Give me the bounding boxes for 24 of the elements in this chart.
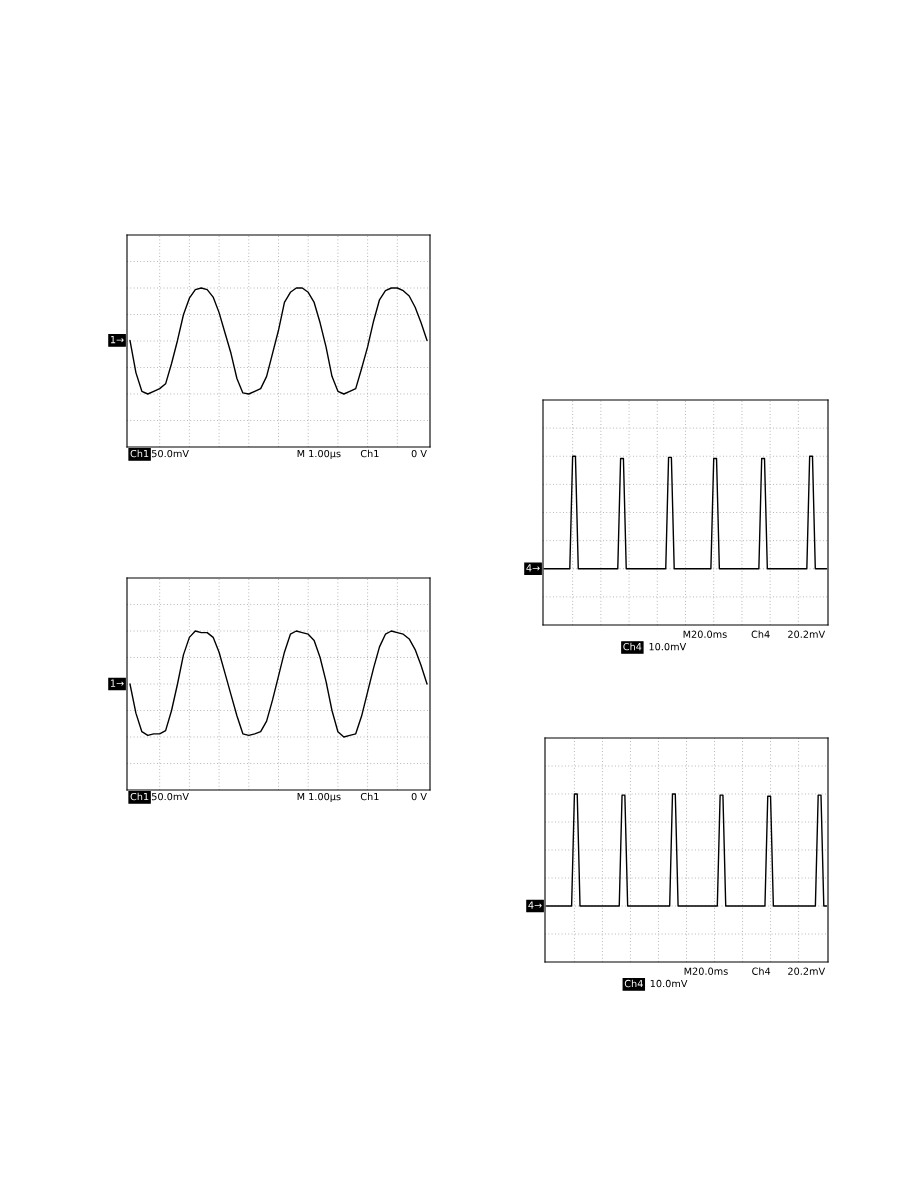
annotation: 4→ — [528, 901, 542, 909]
text: 0 V — [411, 792, 427, 801]
text: 10.0mV — [649, 642, 687, 651]
text: 50.0mV — [151, 792, 189, 801]
annotation: 4→ — [526, 564, 540, 572]
text: Ch1 — [360, 449, 379, 458]
text: 50.0mV — [151, 449, 189, 458]
annotation: 1→ — [110, 679, 124, 687]
text: Ch4 — [751, 630, 770, 638]
text: 20.2mV — [788, 967, 826, 975]
text: Ch4 — [623, 642, 642, 651]
text: Ch1 — [130, 792, 149, 801]
text: Ch4 — [624, 979, 643, 988]
text: 20.2mV — [788, 630, 826, 638]
text: M 1.00µs — [297, 792, 341, 803]
text: 10.0mV — [650, 979, 688, 988]
annotation: 1→ — [110, 336, 124, 344]
text: M 1.00µs — [297, 449, 341, 460]
text: Ch1 — [360, 792, 379, 801]
text: M20.0ms — [684, 967, 728, 975]
text: Ch4 — [752, 967, 771, 975]
text: M20.0ms — [683, 630, 727, 638]
text: 0 V — [411, 449, 427, 458]
text: Ch1 — [130, 449, 149, 458]
